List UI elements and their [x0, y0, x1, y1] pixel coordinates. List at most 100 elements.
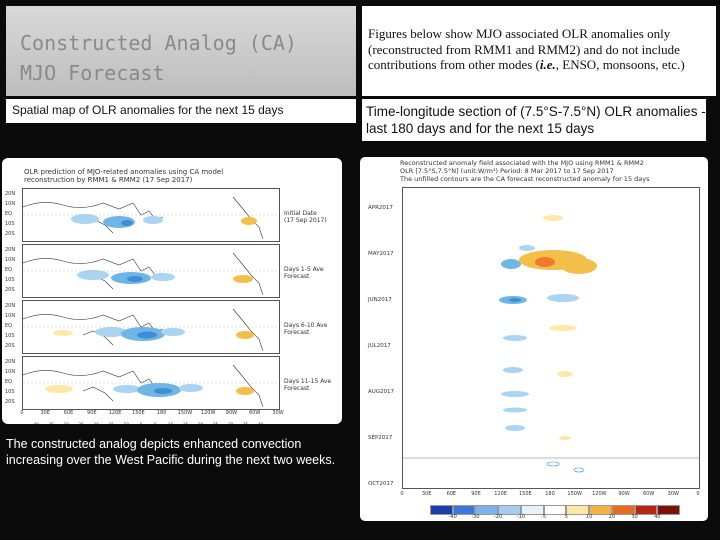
map-colorbar-label: -15	[107, 422, 114, 424]
map-colorbar-label: -5	[139, 422, 143, 424]
map-row-days-11-15-plot	[23, 364, 279, 408]
olr-time-longitude-figure: Reconstructed anomaly field associated w…	[360, 157, 708, 521]
hov-plot-svg	[403, 215, 699, 473]
hov-month-label: OCT2017	[368, 481, 394, 487]
map-lat-tick: 20N	[5, 303, 16, 309]
hov-lon-tick: 90W	[618, 491, 630, 497]
hov-lon-tick: 30W	[667, 491, 679, 497]
hov-colorbar-swatch	[498, 505, 521, 515]
slide-title: Constructed Analog (CA) MJO Forecast	[6, 6, 356, 96]
hov-colorbar-label: 20	[608, 514, 615, 520]
hov-lon-tick: 150E	[518, 491, 532, 497]
map-lat-tick: 20S	[5, 231, 15, 237]
map-lat-tick: 20N	[5, 359, 16, 365]
hov-colorbar-swatch	[475, 505, 499, 515]
hov-lon-tick: 120W	[592, 491, 607, 497]
map-lon-tick: 90E	[87, 410, 97, 416]
map-colorbar-label: 15	[183, 422, 188, 424]
map-row-days-11-15-caption-line2: Forecast	[284, 385, 310, 392]
hov-month-label: JUL2017	[368, 343, 391, 349]
hov-figure-header: Reconstructed anomaly field associated w…	[400, 159, 700, 183]
map-colorbar-label: 10	[168, 422, 173, 424]
hov-month-label: APR2017	[368, 205, 393, 211]
hov-lon-tick: 60E	[446, 491, 457, 497]
hov-colorbar-swatch	[430, 505, 453, 515]
map-colorbar-label: -10	[122, 422, 129, 424]
hov-colorbar-labels: -40 -30 -20 -10 -5 5 10 20 30 40	[430, 514, 680, 520]
hov-lon-tick: 30E	[421, 491, 432, 497]
map-longitude-axis: 0 30E 60E 90E 120E 150E 180 150W 120W 90W 60W 30W	[20, 410, 283, 417]
hov-colorbar-swatch	[520, 505, 544, 515]
hov-colorbar-label: 40	[654, 514, 661, 520]
map-row-days-1-5-caption: Days 1-5 Ave Forecast	[284, 266, 340, 280]
title-line-2: MJO Forecast	[20, 61, 165, 85]
map-colorbar-label: -20	[92, 422, 99, 424]
map-lat-tick: 10N	[5, 369, 16, 375]
hov-colorbar-label: -20	[494, 514, 503, 520]
map-lon-tick: 120E	[108, 410, 122, 416]
map-lon-tick: 60E	[63, 410, 74, 416]
map-colorbar-label: -25	[77, 422, 84, 424]
hov-colorbar-swatch	[543, 505, 567, 515]
hov-lon-tick: 120E	[494, 491, 508, 497]
intro-text-after: , ENSO, monsoons, etc.)	[555, 57, 685, 72]
map-lat-tick: EQ	[5, 379, 13, 385]
map-row-days-6-10-caption-line2: Forecast	[284, 329, 310, 336]
map-row-days-6-10-plot	[23, 308, 279, 352]
map-lat-tick: EQ	[5, 267, 13, 273]
hov-longitude-axis: 0 30E 60E 90E 120E 150E 180 150W 120W 90W 60W 30W 0	[400, 491, 699, 499]
hov-plot-area	[402, 187, 700, 489]
hov-lon-tick: 0	[400, 491, 404, 497]
map-header-line-1: OLR prediction of MJO-related anomalies …	[24, 168, 224, 176]
hovmoller-section-label: Time-longitude section of (7.5°S-7.5°N) …	[362, 99, 706, 141]
olr-spatial-map-figure: OLR prediction of MJO-related anomalies …	[2, 158, 342, 424]
intro-emphasis: i.e.	[539, 57, 556, 72]
hov-lon-tick: 150W	[567, 491, 582, 497]
hov-colorbar-label: 30	[631, 514, 638, 520]
intro-text-box: Figures below show MJO associated OLR an…	[362, 6, 716, 96]
hov-month-label: SEP2017	[368, 435, 393, 441]
map-row-initial-caption-line2: (17 Sep 2017)	[284, 217, 327, 224]
map-lat-tick: 20S	[5, 287, 15, 293]
hov-lon-tick: 90E	[471, 491, 481, 497]
map-row-days-6-10-caption-line1: Days 6-10 Ave	[284, 322, 328, 329]
map-row-initial-caption-line1: Initial Date	[284, 210, 317, 217]
map-lon-tick: 60W	[249, 410, 261, 416]
hov-colorbar-swatch	[452, 505, 476, 515]
hov-lon-tick: 180	[545, 491, 555, 497]
map-lon-tick: 90W	[225, 410, 238, 416]
hov-month-label: MAY2017	[368, 251, 394, 257]
intro-text-before: Figures below show MJO associated OLR an…	[368, 26, 680, 72]
map-lat-tick: 10S	[5, 333, 15, 339]
map-colorbar-labels: -40 -35 -30 -25 -20 -15 -10 -5 5 10 15 20 25 30 35 40	[28, 422, 268, 424]
map-lat-tick: 20N	[5, 247, 16, 253]
map-row-days-6-10-caption: Days 6-10 Ave Forecast	[284, 322, 340, 336]
map-colorbar-label: 20	[198, 422, 203, 424]
hov-colorbar-label: -40	[448, 514, 457, 520]
hov-colorbar-label: -10	[516, 514, 525, 520]
map-row-initial-plot	[23, 196, 279, 240]
map-lon-tick: 30W	[272, 410, 284, 416]
map-row-days-1-5-caption-line1: Days 1-5 Ave	[284, 266, 324, 273]
map-lon-tick: 150W	[177, 410, 193, 416]
title-line-1: Constructed Analog (CA)	[20, 31, 297, 55]
hov-colorbar: -40 -30 -20 -10 -5 5 10 20 30 40	[430, 505, 681, 520]
map-colorbar: -40 -35 -30 -25 -20 -15 -10 -5 5 10 15 20 25 30 35 40	[28, 416, 268, 424]
hov-month-label: AUG2017	[368, 389, 395, 395]
map-row-days-1-5: 20N 10N EQ 10S 20S	[5, 244, 280, 298]
hov-colorbar-label: 5	[564, 514, 568, 520]
map-lat-tick: 10N	[5, 257, 16, 263]
map-lat-tick: 20S	[5, 343, 15, 349]
map-lat-tick: 10N	[5, 201, 16, 207]
map-row-days-6-10: 20N 10N EQ 10S 20S	[5, 300, 280, 354]
hov-header-line-1: Reconstructed anomaly field associated w…	[400, 159, 644, 167]
map-colorbar-label: 25	[213, 422, 218, 424]
map-colorbar-label: -35	[47, 422, 54, 424]
map-row-days-11-15: 20N 10N EQ 10S 20S	[5, 356, 280, 410]
hov-colorbar-swatch	[611, 505, 635, 515]
conclusion-text: The constructed analog depicts enhanced …	[6, 437, 336, 467]
map-lon-tick: 0	[20, 410, 24, 416]
map-lon-tick: 30E	[40, 410, 51, 416]
hov-colorbar-swatch	[566, 505, 590, 515]
map-row-days-11-15-caption: Days 11-15 Ave Forecast	[284, 378, 340, 392]
